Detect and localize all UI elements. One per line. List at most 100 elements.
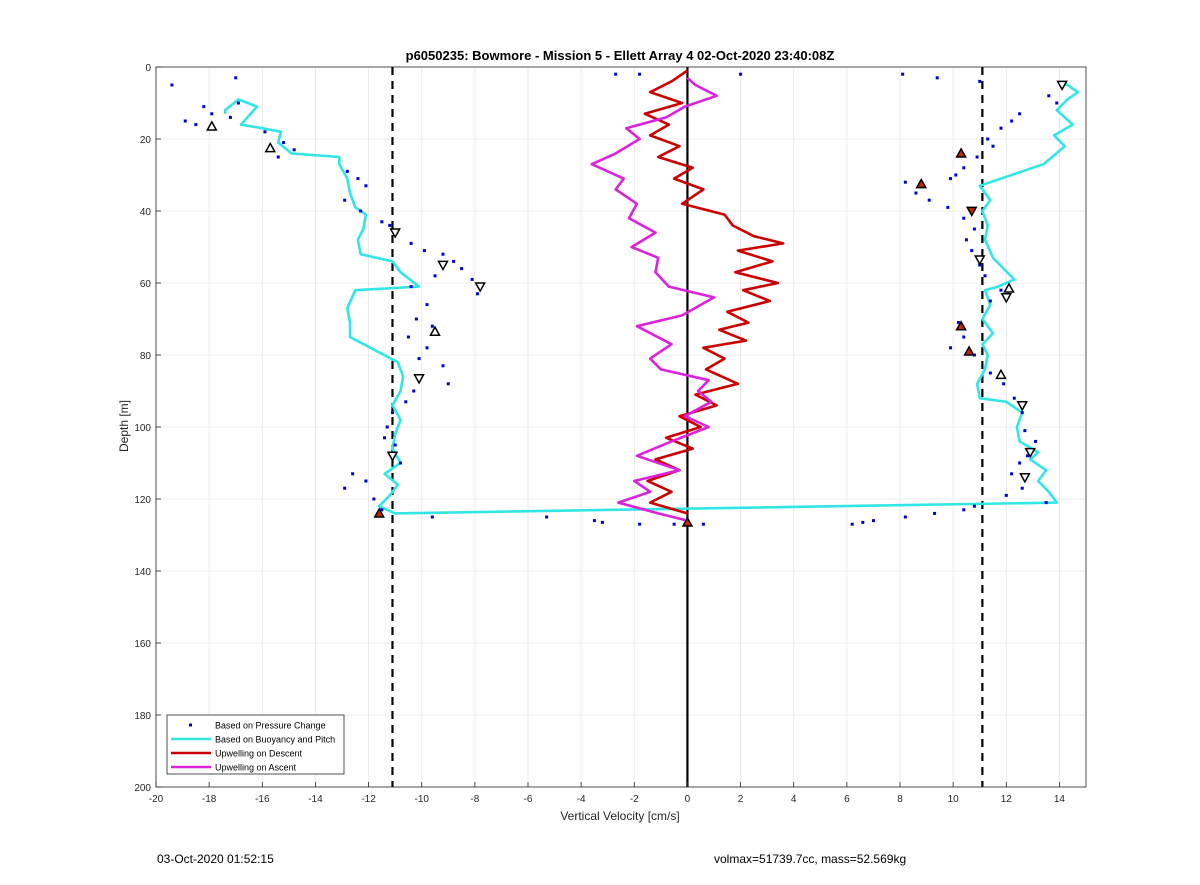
x-tick-label: -18 xyxy=(202,794,217,805)
pressure-change-point xyxy=(948,346,952,350)
pressure-change-point xyxy=(1012,396,1016,400)
pressure-change-point xyxy=(446,382,450,386)
y-tick-label: 20 xyxy=(140,135,152,146)
pressure-change-point xyxy=(545,515,549,519)
pressure-change-point xyxy=(1010,472,1014,476)
pressure-change-point xyxy=(430,515,434,519)
pressure-change-point xyxy=(1020,411,1024,415)
pressure-change-point xyxy=(406,335,410,339)
triangle-up-marker xyxy=(1003,282,1015,293)
pressure-change-point xyxy=(1018,112,1022,116)
triangle-down-marker xyxy=(413,374,425,385)
pressure-change-point xyxy=(948,177,952,181)
pressure-change-point xyxy=(343,486,347,490)
pressure-change-point xyxy=(364,479,368,483)
pressure-change-point xyxy=(901,72,905,76)
pressure-change-point xyxy=(935,76,939,80)
pressure-change-point xyxy=(390,411,394,415)
pressure-change-point xyxy=(975,155,979,159)
pressure-change-point xyxy=(417,357,421,361)
legend-label: Upwelling on Descent xyxy=(215,749,303,759)
triangle-up-marker xyxy=(955,320,967,331)
pressure-change-point xyxy=(1055,101,1059,105)
triangle-up-marker xyxy=(373,507,385,518)
pressure-change-point xyxy=(202,105,206,109)
pressure-change-point xyxy=(861,520,865,524)
y-tick-label: 80 xyxy=(140,351,152,362)
pressure-change-point xyxy=(1044,501,1048,505)
pressure-change-point xyxy=(914,191,918,195)
x-tick-label: -6 xyxy=(524,794,533,805)
x-tick-label: -4 xyxy=(577,794,586,805)
triangle-up-marker xyxy=(955,147,967,158)
triangle-down-marker xyxy=(1000,293,1013,304)
pressure-change-point xyxy=(441,252,445,256)
pressure-change-point xyxy=(388,223,392,227)
pressure-change-point xyxy=(194,123,198,127)
y-tick-label: 200 xyxy=(134,783,151,794)
x-tick-label: -12 xyxy=(361,794,376,805)
y-tick-label: 120 xyxy=(134,495,151,506)
pressure-change-point xyxy=(183,119,187,123)
pressure-change-point xyxy=(425,346,429,350)
legend: Based on Pressure Change Based on Buoyanc… xyxy=(166,714,345,775)
triangle-up-marker xyxy=(206,120,218,131)
x-tick-label: 0 xyxy=(685,794,691,805)
x-tick-label: 6 xyxy=(844,794,850,805)
y-tick-label: 180 xyxy=(134,711,151,722)
pressure-change-point xyxy=(1010,119,1014,123)
pressure-change-point xyxy=(672,522,676,526)
pressure-change-point xyxy=(701,522,705,526)
pressure-change-point xyxy=(343,198,347,202)
x-tick-label: 12 xyxy=(1001,794,1013,805)
pressure-change-point xyxy=(1002,382,1006,386)
pressure-change-point xyxy=(380,508,384,512)
x-axis-ticks: -20 -18 -16 -14 -12 -10 -8 -6 -4 -2 0 2 4 6 8 10 12 14 xyxy=(149,782,1065,805)
legend-swatch-dot xyxy=(189,723,192,727)
triangle-down-marker xyxy=(1019,473,1031,484)
reference-lines xyxy=(391,67,984,787)
x-tick-label: -20 xyxy=(149,794,164,805)
pressure-change-point xyxy=(988,299,992,303)
pressure-change-point xyxy=(425,303,429,307)
pressure-change-point xyxy=(276,155,280,159)
x-tick-label: -16 xyxy=(255,794,270,805)
pressure-change-point xyxy=(954,173,958,177)
triangle-up-marker xyxy=(995,368,1007,380)
pressure-change-point xyxy=(170,83,174,87)
pressure-change-point xyxy=(972,227,976,231)
legend-label: Based on Buoyancy and Pitch xyxy=(215,735,335,745)
upwelling-on-descent-line xyxy=(643,69,785,515)
pressure-change-point xyxy=(903,515,907,519)
pressure-change-point xyxy=(441,364,445,368)
pressure-change-point xyxy=(393,443,397,447)
upwelling-on-ascent-line xyxy=(590,76,719,522)
pressure-change-point xyxy=(903,180,907,184)
pressure-change-point xyxy=(292,148,296,152)
pressure-change-point xyxy=(978,79,982,83)
triangle-up-marker xyxy=(429,325,441,336)
pressure-change-point xyxy=(234,76,238,80)
pressure-change-point xyxy=(236,101,240,105)
y-tick-label: 100 xyxy=(134,423,151,434)
y-tick-label: 0 xyxy=(145,63,151,74)
pressure-change-point xyxy=(1047,94,1051,98)
pressure-change-point xyxy=(600,520,604,524)
pressure-change-point xyxy=(412,389,416,393)
pressure-change-point xyxy=(956,321,960,325)
pressure-change-point xyxy=(210,112,214,116)
series-layer xyxy=(170,69,1080,526)
pressure-change-point xyxy=(962,216,966,220)
pressure-change-point xyxy=(946,205,950,209)
pressure-change-point xyxy=(351,472,355,476)
pressure-change-point xyxy=(404,400,408,404)
triangle-up-marker xyxy=(963,345,975,356)
pressure-change-point xyxy=(452,259,456,263)
chart-title: p6050235: Bowmore - Mission 5 - Ellett A… xyxy=(406,48,835,63)
x-tick-label: 8 xyxy=(897,794,903,805)
x-tick-label: 4 xyxy=(791,794,797,805)
pressure-change-point xyxy=(972,504,976,508)
pressure-change-point xyxy=(1004,493,1008,497)
y-tick-label: 40 xyxy=(140,207,152,218)
